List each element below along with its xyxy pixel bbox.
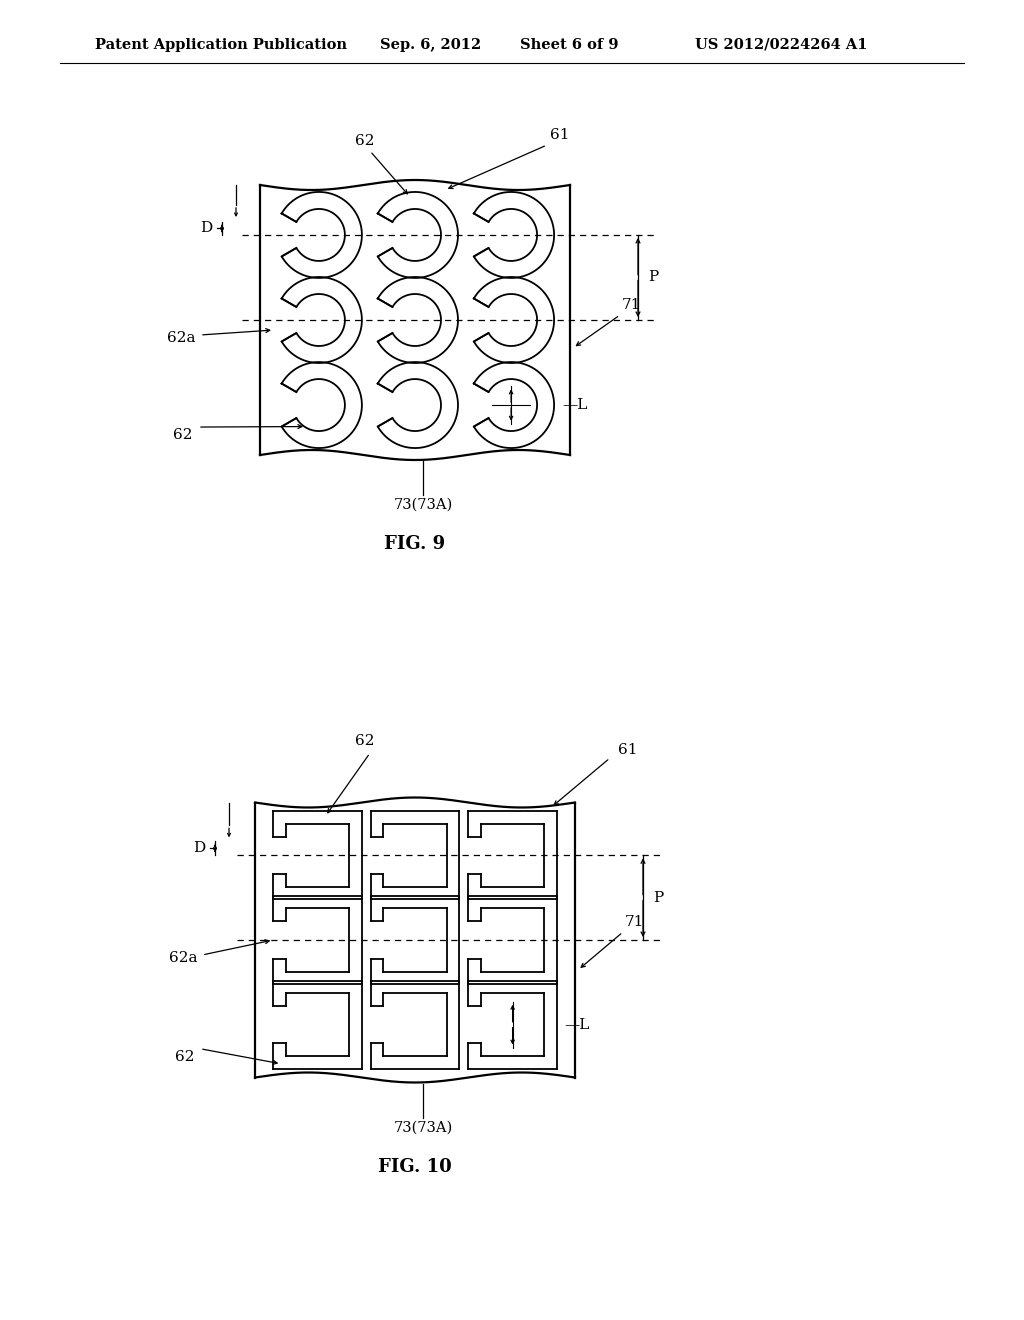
Text: 62: 62 — [355, 734, 375, 748]
Text: 62: 62 — [355, 135, 375, 148]
Text: 73(73A): 73(73A) — [393, 498, 453, 512]
Text: US 2012/0224264 A1: US 2012/0224264 A1 — [695, 38, 867, 51]
Text: 71: 71 — [625, 915, 644, 929]
Text: P: P — [653, 891, 664, 904]
Text: FIG. 10: FIG. 10 — [378, 1158, 452, 1176]
Text: 61: 61 — [550, 128, 569, 143]
Text: 71: 71 — [622, 298, 641, 312]
Text: —L: —L — [565, 1018, 590, 1032]
Text: 62a: 62a — [169, 950, 197, 965]
Text: 73(73A): 73(73A) — [393, 1121, 453, 1134]
Text: 62: 62 — [173, 428, 193, 442]
Text: P: P — [648, 271, 658, 285]
Text: Sheet 6 of 9: Sheet 6 of 9 — [520, 38, 618, 51]
Text: —L: —L — [562, 399, 588, 412]
Text: Sep. 6, 2012: Sep. 6, 2012 — [380, 38, 481, 51]
Text: Patent Application Publication: Patent Application Publication — [95, 38, 347, 51]
Text: D: D — [193, 841, 205, 855]
Text: 61: 61 — [618, 743, 638, 756]
Text: 62: 62 — [175, 1049, 195, 1064]
Text: D: D — [200, 222, 212, 235]
Text: 62a: 62a — [167, 331, 195, 345]
Text: FIG. 9: FIG. 9 — [384, 535, 445, 553]
